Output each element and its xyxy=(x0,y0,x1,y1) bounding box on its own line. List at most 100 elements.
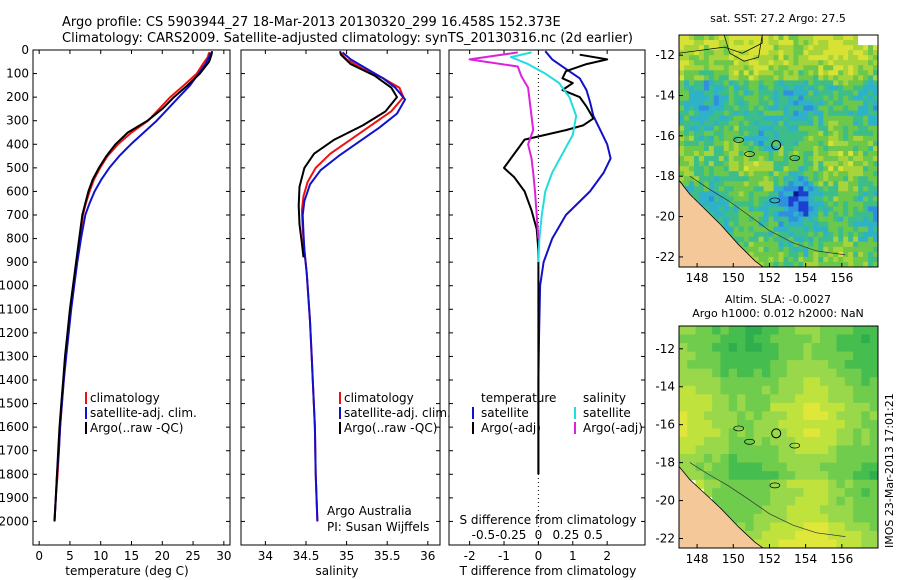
map-cell xyxy=(853,226,859,233)
map-cell xyxy=(770,479,780,489)
map-cell xyxy=(679,377,688,387)
map-cell xyxy=(758,231,765,238)
map-cell xyxy=(823,65,829,71)
map-cell xyxy=(698,35,705,41)
y-tick-label: 700 xyxy=(6,208,29,222)
map-cell xyxy=(858,226,864,233)
map-cell xyxy=(758,110,765,117)
map-cell xyxy=(843,191,849,197)
map-cell xyxy=(758,55,765,61)
map-cell xyxy=(679,326,688,336)
map-cell xyxy=(786,411,796,421)
map-cell xyxy=(770,334,780,344)
map-cell xyxy=(836,496,846,506)
map-cell xyxy=(863,130,869,137)
map-cell xyxy=(873,95,878,102)
map-cell xyxy=(818,110,824,117)
map-cell xyxy=(733,145,740,152)
map-cell xyxy=(843,90,849,97)
map-cell xyxy=(758,115,765,122)
map-cell xyxy=(813,241,819,248)
map-cell xyxy=(853,241,859,248)
map-cell xyxy=(838,151,844,157)
map-cell xyxy=(738,105,745,112)
map-cell xyxy=(873,115,878,122)
map-cell xyxy=(833,115,839,122)
map-cell xyxy=(844,402,854,412)
map-cell xyxy=(713,206,720,213)
map-cell xyxy=(753,166,760,172)
map-cell xyxy=(823,261,829,267)
map-cell xyxy=(808,171,814,177)
map-cell xyxy=(786,488,796,498)
map-cell xyxy=(753,50,760,56)
map-cell xyxy=(808,256,814,263)
map-cell xyxy=(761,334,771,344)
map-cell xyxy=(811,505,821,515)
x-tick-label: 0 xyxy=(535,549,543,563)
map-cell xyxy=(733,65,740,71)
map-cell xyxy=(803,256,809,263)
map-cell xyxy=(869,496,878,506)
map-cell xyxy=(683,50,690,56)
map-cell xyxy=(763,186,770,192)
map-cell xyxy=(869,462,878,472)
map-cell xyxy=(795,496,804,506)
map-cell xyxy=(768,65,775,71)
map-cell xyxy=(828,75,834,81)
map-cell xyxy=(868,130,874,137)
map-cell xyxy=(803,402,813,412)
map-cell xyxy=(795,530,804,541)
map-cell xyxy=(833,120,839,127)
map-cell xyxy=(753,402,763,412)
map-cell xyxy=(758,171,765,177)
map-cell xyxy=(795,351,804,361)
map-cell xyxy=(823,80,829,87)
map-cell xyxy=(838,176,844,182)
map-cell xyxy=(763,216,770,223)
map-cell xyxy=(853,256,859,263)
map-cell xyxy=(828,513,838,523)
map-cell xyxy=(679,428,688,438)
map-cell xyxy=(863,100,869,107)
map-cell xyxy=(687,351,697,361)
map-cell xyxy=(828,135,834,142)
map-cell xyxy=(786,402,796,412)
map-cell xyxy=(863,226,869,233)
map-cell xyxy=(718,196,725,203)
map-cell xyxy=(818,226,824,233)
map-cell xyxy=(712,334,722,344)
map-cell xyxy=(803,90,809,97)
map-cell xyxy=(783,176,790,182)
map-cell xyxy=(738,75,745,81)
map-cell xyxy=(848,171,854,177)
map-cell xyxy=(778,251,785,258)
map-cell xyxy=(783,110,790,117)
map-cell xyxy=(753,385,763,395)
map-cell xyxy=(838,60,844,66)
map-cell xyxy=(868,140,874,147)
map-cell xyxy=(848,206,854,213)
map-cell xyxy=(788,145,795,152)
map-cell xyxy=(828,181,834,187)
map-cell xyxy=(763,171,770,177)
map-cell xyxy=(728,130,735,137)
map-cell xyxy=(778,75,785,81)
map-cell xyxy=(723,65,730,71)
map-cell xyxy=(687,394,697,404)
x-tick-label: 152 xyxy=(758,271,781,285)
map-cell xyxy=(733,120,740,127)
map-cell xyxy=(683,45,690,51)
map-cell xyxy=(778,90,785,97)
map-cell xyxy=(833,145,839,152)
map-cell xyxy=(758,236,765,243)
map-cell xyxy=(868,176,874,182)
map-cell xyxy=(788,196,795,203)
map-cell xyxy=(853,35,859,41)
map-cell xyxy=(703,120,710,127)
map-cell xyxy=(833,211,839,218)
map-cell xyxy=(733,130,740,137)
map-cell xyxy=(738,95,745,102)
map-cell xyxy=(778,80,785,87)
map-cell xyxy=(737,522,746,532)
